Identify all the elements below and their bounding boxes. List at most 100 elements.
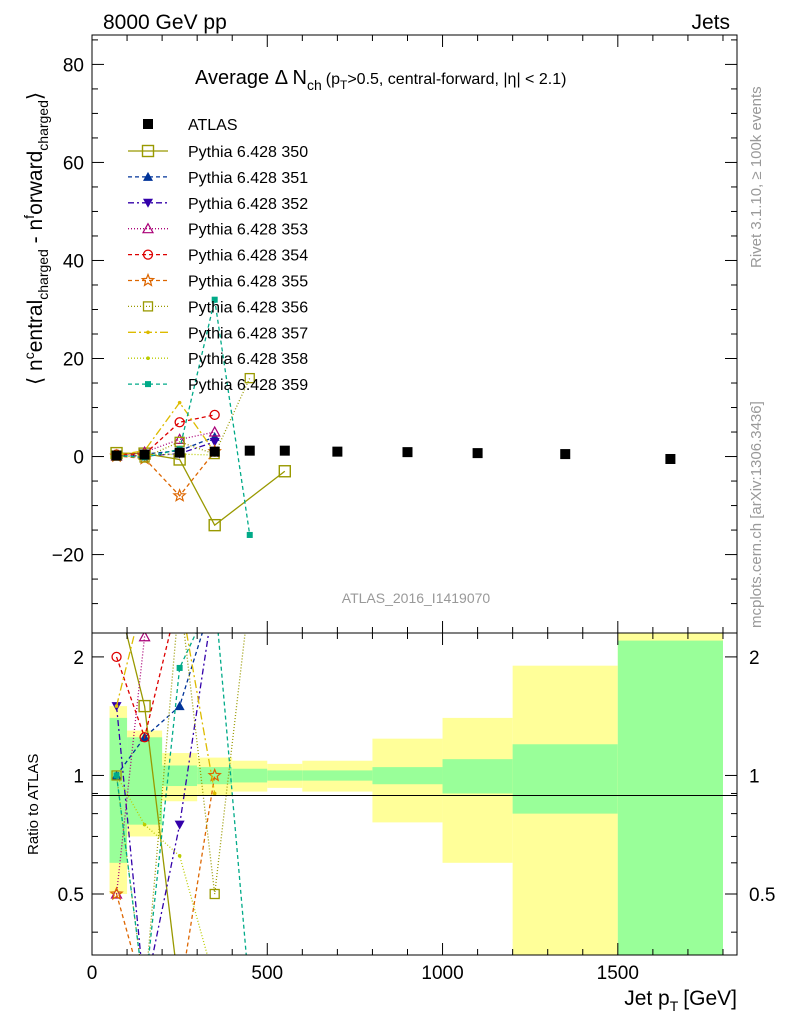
main-axes: −20 0 20 40 60 80 [52, 35, 737, 633]
legend-label: Pythia 6.428 353 [188, 222, 308, 239]
legend-label-atlas: ATLAS [188, 117, 238, 134]
ratio-series-point [111, 770, 122, 781]
title-pre-pt: (p [326, 71, 340, 88]
legend-label: Pythia 6.428 359 [188, 377, 308, 394]
atlas-point [332, 446, 343, 457]
ratio-band-green [267, 770, 303, 781]
legend-marker [146, 356, 150, 361]
ratio-band-green [302, 770, 373, 781]
legend-marker [143, 198, 153, 208]
ratio-series-point [111, 651, 122, 663]
atlas-point [402, 447, 413, 458]
ratio-y-tick-label-right: 0.5 [749, 885, 775, 906]
atlas-point [560, 449, 571, 460]
ratio-uncertainty-bands [109, 633, 723, 955]
series-line [116, 452, 286, 527]
ratio-series-point [138, 699, 151, 713]
atlas-point [111, 450, 122, 461]
main-y-tick-label: 40 [63, 251, 84, 272]
ratio-y-axis-label: Ratio to ATLAS [25, 754, 42, 855]
ratio-series-point [209, 888, 220, 900]
ratio-series-point [174, 820, 185, 830]
chart-title: Average Δ Nch (pT>0.5, central-forward, |… [195, 67, 566, 93]
main-y-axis-label: ⟨ ncentralcharged - nforwardcharged⟩ [21, 92, 51, 385]
ratio-panel: 0 500 1000 1500 0.5 0.5 1 1 2 2 [58, 632, 775, 984]
legend-label: Pythia 6.428 355 [188, 274, 308, 291]
ratio-series-line [115, 633, 210, 955]
legend-label: Pythia 6.428 354 [188, 248, 308, 265]
legend-label: Pythia 6.428 357 [188, 325, 308, 342]
series-point [177, 400, 182, 405]
series-point [246, 531, 253, 538]
ratio-series-line [125, 633, 176, 955]
rivet-label: Rivet 3.1.10, ≥ 100k events [748, 86, 765, 268]
ratio-y-tick-label-right: 1 [749, 766, 760, 787]
legend-marker [146, 330, 150, 335]
series-line [116, 453, 215, 457]
atlas-point [174, 447, 185, 458]
ratio-series-point [114, 704, 119, 708]
analysis-watermark: ATLAS_2016_I1419070 [342, 590, 491, 606]
series-point [208, 518, 221, 532]
title-pt-sub: T [340, 78, 348, 92]
ratio-y-tick-label: 0.5 [58, 885, 84, 906]
ratio-curves [109, 633, 247, 955]
x-tick-label: 1500 [597, 963, 639, 984]
ratio-series-point [212, 791, 217, 796]
series-point [211, 296, 218, 303]
ratio-axes: 0 500 1000 1500 0.5 0.5 1 1 2 2 [58, 633, 775, 984]
legend-label: Pythia 6.428 350 [188, 144, 308, 161]
ratio-band-green [127, 737, 163, 825]
legend-marker [145, 381, 151, 388]
series-point [174, 417, 185, 428]
x-axis-label: Jet pT [GeV] [624, 987, 737, 1014]
ratio-series-point [174, 701, 185, 711]
ratio-series-point [139, 732, 150, 743]
atlas-data-points [111, 445, 676, 464]
main-y-tick-label: 80 [63, 55, 84, 76]
ratio-series-line [116, 633, 203, 776]
ratio-band-green [442, 759, 513, 794]
ratio-series-point [142, 822, 147, 827]
header-left: 8000 GeV pp [103, 11, 227, 34]
ratio-band-green [372, 767, 443, 785]
title-prefix: Average Δ N [195, 67, 307, 89]
title-suffix: >0.5, central-forward, |η| < 2.1) [347, 71, 566, 88]
ratio-y-tick-label-right: 2 [749, 648, 760, 669]
ratio-series-line [115, 775, 216, 955]
ratio-series-line [115, 633, 149, 895]
main-y-tick-label: −20 [52, 546, 84, 567]
series-point [244, 372, 255, 384]
main-y-tick-label: 20 [63, 350, 84, 371]
mcplots-label: mcplots.cern.ch [arXiv:1306.3436] [748, 401, 765, 628]
series-line [116, 401, 216, 456]
ratio-y-tick-label: 2 [73, 648, 84, 669]
legend-marker [141, 222, 155, 234]
series-line [116, 377, 251, 459]
ratio-series-line [115, 775, 209, 955]
ratio-band-green [512, 744, 618, 814]
ratio-series-point [177, 854, 182, 858]
header-right: Jets [691, 11, 730, 34]
main-panel: ATLAS_2016_I1419070 −20 0 20 40 60 80 [52, 34, 738, 634]
ratio-series-point [138, 633, 151, 642]
x-tick-label: 0 [87, 963, 98, 984]
legend-label: Pythia 6.428 351 [188, 170, 308, 187]
x-tick-label: 500 [251, 963, 283, 984]
ratio-series-point [176, 664, 183, 671]
legend-marker [143, 171, 153, 181]
atlas-point [139, 449, 150, 460]
ratio-series-point [207, 767, 222, 782]
main-y-tick-label: 0 [73, 448, 84, 469]
ratio-series-point [110, 887, 123, 899]
legend-marker [142, 301, 154, 312]
ratio-series-line [115, 633, 247, 955]
title-sub: ch [307, 77, 322, 93]
ratio-series-point [109, 886, 124, 901]
x-tick-label: 1000 [421, 963, 463, 984]
atlas-point [244, 445, 255, 456]
series-point [209, 409, 220, 421]
legend-label: Pythia 6.428 356 [188, 299, 308, 316]
ratio-series-point [113, 772, 120, 779]
